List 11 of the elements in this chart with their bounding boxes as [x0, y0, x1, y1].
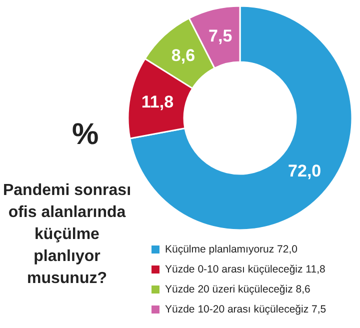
legend-label: Yüzde 20 üzeri küçüleceğiz 8,6	[165, 284, 310, 296]
legend-label: Yüzde 0-10 arası küçüleceğiz 11,8	[165, 264, 326, 276]
donut-slice	[129, 5, 353, 231]
data-label: 11,8	[141, 92, 174, 112]
legend-label: Yüzde 10-20 arası küçüleceğiz 7,5	[165, 304, 326, 316]
legend-label: Küçülme planlamıyoruz 72,0	[165, 244, 298, 256]
text: Pandemi sonrası ofis alanlarında küçülme planlıyor musunuz?	[2, 181, 132, 289]
data-label: 7,5	[208, 26, 232, 46]
text: %	[72, 118, 99, 152]
data-label: 8,6	[171, 46, 196, 66]
data-label: 72,0	[288, 162, 322, 181]
